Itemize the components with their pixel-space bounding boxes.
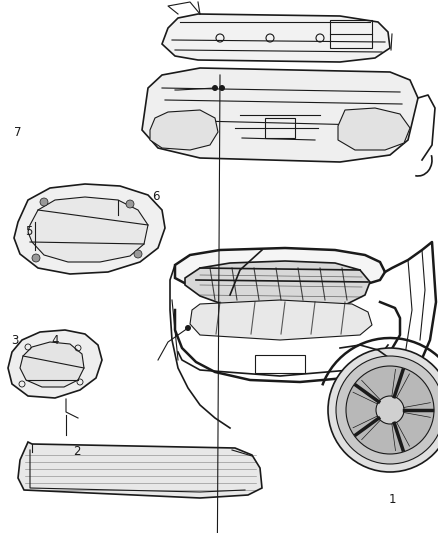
Polygon shape [20, 342, 84, 387]
Polygon shape [14, 184, 165, 274]
Polygon shape [338, 108, 410, 150]
Bar [255, 355, 305, 373]
Text: 3: 3 [12, 334, 19, 346]
Circle shape [126, 200, 134, 208]
Text: 7: 7 [14, 126, 21, 139]
Circle shape [376, 396, 404, 424]
Polygon shape [28, 197, 148, 262]
Text: 5: 5 [25, 225, 32, 238]
Text: 4: 4 [51, 334, 59, 346]
Circle shape [328, 348, 438, 472]
Polygon shape [8, 330, 102, 398]
Polygon shape [150, 110, 218, 150]
Polygon shape [190, 300, 372, 340]
Circle shape [134, 250, 142, 258]
Polygon shape [162, 14, 390, 62]
Circle shape [346, 366, 434, 454]
Text: 1: 1 [388, 494, 396, 506]
Bar [330, 20, 372, 48]
Text: 6: 6 [152, 190, 159, 203]
Polygon shape [175, 248, 385, 290]
Circle shape [32, 254, 40, 262]
Polygon shape [142, 68, 418, 162]
Text: 2: 2 [73, 446, 81, 458]
Circle shape [336, 356, 438, 464]
Bar [265, 118, 295, 138]
Polygon shape [185, 261, 370, 308]
Circle shape [212, 85, 218, 91]
Polygon shape [18, 442, 262, 498]
Circle shape [185, 325, 191, 331]
Circle shape [40, 198, 48, 206]
Circle shape [219, 85, 225, 91]
